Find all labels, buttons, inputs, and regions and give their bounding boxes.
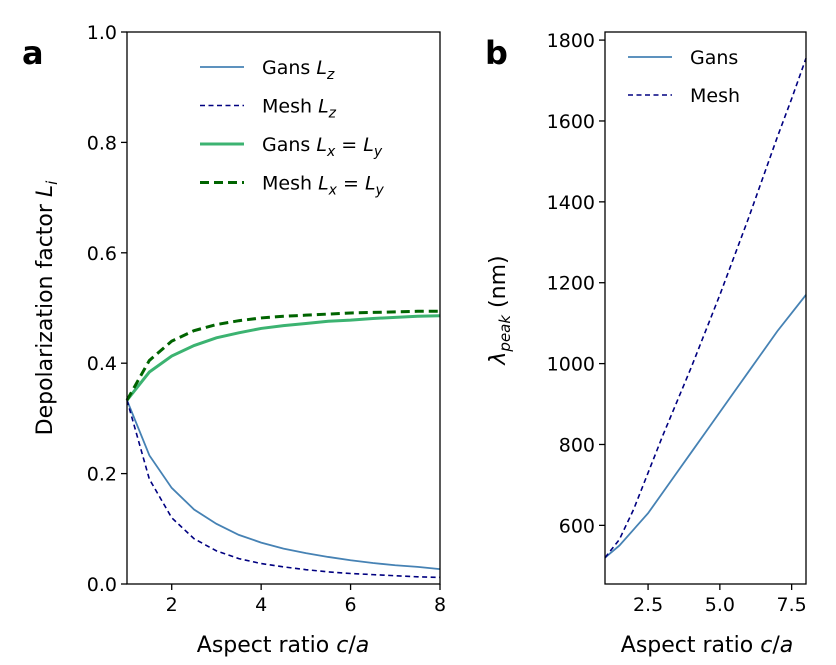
panel-a-label: a [22,34,44,72]
panel-a-ylabel-text: Depolarization factor [33,197,58,435]
panel-a-xtick-label: 2 [166,594,178,616]
panel-a-xtick-label: 6 [345,594,357,616]
panel-a: a 2 4 6 8 0.0 0.2 0.4 0.6 0.8 1.0 Aspect ratio c/… [22,22,446,658]
panel-b: b 2.5 5.0 7.5 600 800 1000 1200 1400 1600 1800 As… [485,30,807,658]
panel-a-xtick-label: 4 [255,594,267,616]
panel-a-series [125,309,441,579]
panel-a-legend-sub: y [373,144,383,160]
panel-b-xlabel-text: Aspect ratio [621,633,760,658]
panel-b-ytick-label: 1400 [547,192,595,214]
panel-b-xtick-label: 7.5 [777,594,807,616]
panel-b-ytick-label: 1200 [547,273,595,295]
panel-a-legend-label: Gans Lz [262,57,335,83]
panel-a-legend-sub: z [328,106,337,122]
panel-b-ylabel-lambda: λ [486,352,511,366]
panel-a-legend-L: L [310,57,327,79]
panel-a-legend-label: Mesh Lz [262,96,337,122]
panel-b-frame [604,31,807,585]
panel-a-legend-eq: = [337,173,365,195]
panel-a-ticks: 2 4 6 8 0.0 0.2 0.4 0.6 0.8 1.0 [87,22,446,616]
panel-b-label: b [485,34,508,72]
panel-a-xlabel-slash: / [348,633,356,658]
panel-a-legend-name: Mesh [262,173,312,195]
panel-a-ytick-label: 0.6 [87,243,117,265]
panel-b-legend-name: Gans [690,47,738,69]
panel-a-series-gans-z [126,399,441,570]
panel-b-ylabel: λpeak (nm) [486,255,514,365]
panel-b-xlabel: Aspect ratio c/a [621,633,793,658]
panel-b-legend-label: Gans [690,47,738,69]
panel-a-legend-L: L [312,96,329,118]
panel-a-ytick-label: 1.0 [87,22,117,44]
panel-a-ylabel-sub: i [43,180,61,185]
panel-a-ytick-label: 0.0 [87,574,117,596]
panel-a-legend-name: Gans [262,134,310,156]
panel-b-ylabel-unit: (nm) [486,255,511,315]
panel-a-ytick-label: 0.4 [87,353,117,375]
panel-b-legend-name: Mesh [690,85,740,107]
panel-a-legend-label: Gans Lx = Ly [262,134,383,160]
panel-a-legend-sub: x [328,183,338,199]
panel-a-series-mesh-xy [125,309,440,401]
panel-a-legend-L: L [363,134,374,156]
panel-a-legend-sub: z [326,67,335,83]
panel-a-legend-sub: x [326,144,336,160]
panel-a-ylabel-L: L [33,185,58,197]
panel-b-ytick-label: 1000 [547,354,595,376]
panel-b-ytick-label: 800 [559,434,595,456]
panel-b-series-mesh [604,58,807,559]
panel-a-legend-name: Mesh [262,96,312,118]
panel-b-xlabel-c: c [760,633,772,658]
panel-b-legend-label: Mesh [690,85,740,107]
panel-a-series-gans-xy [125,314,441,402]
panel-a-ytick-label: 0.2 [87,464,117,486]
panel-a-series-mesh-z [126,399,441,579]
panel-a-xtick-label: 8 [434,594,446,616]
panel-a-xlabel-a: a [356,633,369,658]
panel-b-series-gans [604,294,807,559]
panel-b-ylabel-sub: peak [496,314,514,353]
panel-b-ticks: 2.5 5.0 7.5 600 800 1000 1200 1400 1600 1800 [547,30,807,616]
panel-b-ytick-label: 600 [559,515,595,537]
panel-b-ytick-label: 1600 [547,111,595,133]
panel-a-xlabel: Aspect ratio c/a [197,633,369,658]
panel-a-ylabel: Depolarization factor Li [33,180,61,436]
panel-b-xlabel-slash: / [772,633,780,658]
panel-a-legend-label: Mesh Lx = Ly [262,173,385,199]
panel-a-ytick-label: 0.8 [87,132,117,154]
panel-b-xtick-label: 5.0 [705,594,735,616]
panel-a-legend-sub: y [375,183,385,199]
panel-a-legend-eq: = [335,134,363,156]
panel-b-series [604,58,807,559]
panel-a-xlabel-c: c [336,633,348,658]
panel-b-xtick-label: 2.5 [633,594,663,616]
panel-a-legend-L: L [312,173,329,195]
panel-b-ytick-label: 1800 [547,30,595,52]
panel-a-legend-name: Gans [262,57,310,79]
panel-a-legend-L: L [310,134,327,156]
panel-a-legend-L: L [365,173,376,195]
panel-b-xlabel-a: a [780,633,793,658]
panel-a-frame [126,31,441,585]
panel-a-xlabel-text: Aspect ratio [197,633,336,658]
panel-b-legend: Gans Mesh [628,47,740,107]
